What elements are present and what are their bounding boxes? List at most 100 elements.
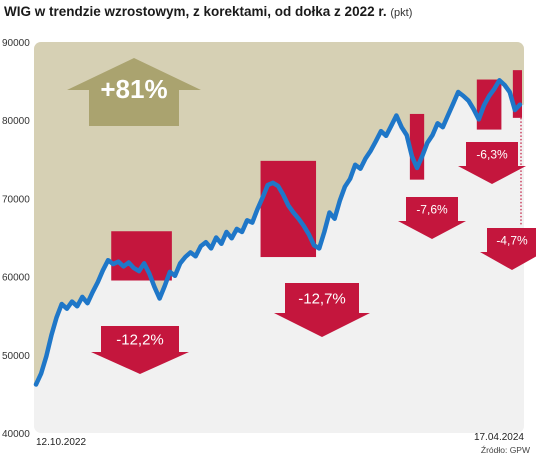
data-point <box>482 104 486 107</box>
data-point <box>230 237 233 240</box>
chart-title: WIG w trendzie wzrostowym, z korektami, … <box>4 4 412 19</box>
data-point <box>343 185 347 188</box>
y-tick-label: 90000 <box>2 38 30 49</box>
data-point <box>446 114 450 117</box>
data-point <box>421 155 424 158</box>
area-above-line <box>34 42 524 385</box>
data-point <box>487 94 491 98</box>
data-point <box>441 126 444 129</box>
data-point <box>225 230 228 234</box>
data-point <box>168 270 172 274</box>
data-point <box>117 260 120 263</box>
data-point <box>369 149 372 152</box>
correction-label-5: -4,7% <box>496 233 528 247</box>
data-point <box>271 181 275 184</box>
data-point <box>323 230 326 234</box>
correction-box-1 <box>111 231 172 281</box>
source-note: Źródło: GPW <box>481 445 530 455</box>
data-point <box>215 236 218 239</box>
data-point <box>400 126 403 129</box>
data-point <box>91 291 94 294</box>
data-point <box>281 193 285 196</box>
up-arrow-gain <box>67 58 201 126</box>
data-point <box>148 272 151 275</box>
data-point <box>86 302 89 305</box>
y-tick-label: 70000 <box>2 194 30 205</box>
data-point <box>240 230 244 234</box>
data-point <box>76 305 79 308</box>
data-point <box>498 79 501 82</box>
data-point <box>457 90 460 94</box>
data-point <box>189 251 192 254</box>
data-point <box>179 262 182 265</box>
data-point <box>256 208 259 211</box>
correction-label-3: -7,6% <box>416 202 448 216</box>
data-point <box>127 261 130 264</box>
data-point <box>354 163 357 166</box>
correction-label-1: -12,2% <box>116 331 164 348</box>
data-point <box>235 227 238 231</box>
down-arrow-4 <box>458 142 526 184</box>
data-point <box>318 247 321 250</box>
data-point <box>220 242 223 245</box>
data-point <box>153 285 156 288</box>
data-point <box>112 262 115 266</box>
data-point <box>50 334 53 337</box>
data-point <box>467 99 470 102</box>
data-point <box>142 262 146 265</box>
data-point <box>96 280 100 284</box>
data-point <box>137 269 141 273</box>
data-point <box>374 140 377 143</box>
data-point <box>405 133 408 137</box>
data-point <box>266 183 269 187</box>
correction-label-2: -12,7% <box>298 290 346 307</box>
data-point <box>518 103 522 106</box>
data-point <box>261 196 264 199</box>
data-point <box>359 167 362 170</box>
down-arrow-5 <box>480 228 536 270</box>
data-point <box>45 355 48 358</box>
data-point <box>508 90 511 94</box>
data-point <box>292 211 295 214</box>
data-point <box>60 302 63 306</box>
data-point <box>348 177 352 180</box>
data-point <box>209 247 213 250</box>
x-start-label: 12.10.2022 <box>36 437 86 448</box>
data-point <box>245 219 249 222</box>
y-tick-label: 50000 <box>2 351 30 362</box>
data-point <box>39 372 43 375</box>
data-point <box>302 224 305 227</box>
down-arrow-2 <box>274 283 370 337</box>
data-point <box>163 284 166 288</box>
data-point <box>70 300 74 303</box>
data-point <box>426 141 429 145</box>
data-point <box>472 108 475 111</box>
x-end-label: 17.04.2024 <box>474 432 524 443</box>
data-point <box>410 155 414 158</box>
data-point <box>106 259 110 262</box>
total-gain-label: +81% <box>100 74 167 104</box>
data-point <box>199 244 202 248</box>
data-point <box>55 316 58 319</box>
chart-title-text: WIG w trendzie wzrostowym, z korektami, … <box>4 4 387 19</box>
y-tick-label: 40000 <box>2 429 30 440</box>
data-point <box>451 102 455 106</box>
data-point <box>338 199 341 202</box>
data-point <box>390 124 393 127</box>
data-point <box>513 108 517 112</box>
down-arrow-3 <box>398 197 466 239</box>
data-point <box>364 157 367 160</box>
data-point <box>194 255 197 258</box>
data-point <box>287 204 290 207</box>
data-point <box>297 217 300 220</box>
correction-box-5 <box>512 70 522 118</box>
data-point <box>415 166 419 170</box>
data-point <box>132 266 135 270</box>
data-point <box>307 233 311 236</box>
data-point <box>328 211 331 214</box>
chart-unit: (pkt) <box>390 7 413 19</box>
data-point <box>65 307 69 310</box>
data-point <box>276 184 280 188</box>
data-point <box>493 87 496 91</box>
